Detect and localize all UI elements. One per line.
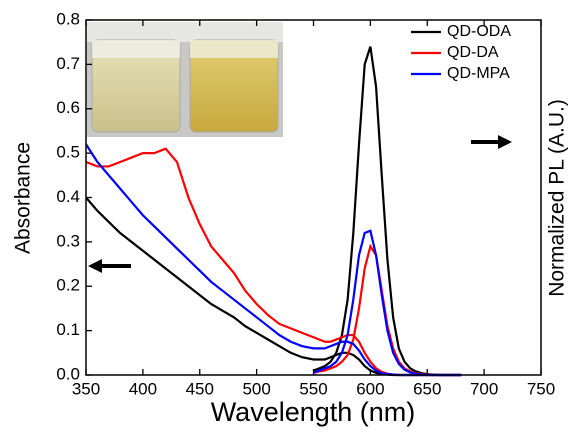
x-tick-label: 500 bbox=[242, 379, 270, 398]
legend-label: QD-DA bbox=[447, 44, 499, 61]
y2-axis-label: Normalized PL (A.U.) bbox=[546, 99, 569, 297]
y-axis-label: Absorbance bbox=[12, 142, 35, 254]
legend-label: QD-MPA bbox=[447, 65, 510, 82]
y-tick-label: 0.2 bbox=[56, 276, 80, 295]
y-tick-label: 0.5 bbox=[56, 143, 80, 162]
arrow-left bbox=[88, 259, 131, 273]
legend-label: QD-ODA bbox=[447, 23, 511, 40]
y-tick-label: 0.8 bbox=[56, 9, 80, 28]
absorbance-line bbox=[85, 147, 462, 377]
x-tick-label: 350 bbox=[72, 379, 100, 398]
arrow-right bbox=[471, 135, 512, 149]
x-tick-label: 400 bbox=[129, 379, 157, 398]
plot-frame bbox=[85, 19, 542, 376]
x-tick-label: 550 bbox=[299, 379, 327, 398]
x-tick-label: 700 bbox=[470, 379, 498, 398]
y-tick-label: 0.7 bbox=[56, 54, 80, 73]
x-tick-label: 750 bbox=[527, 379, 555, 398]
y-tick-label: 0.1 bbox=[56, 320, 80, 339]
x-tick-label: 650 bbox=[413, 379, 441, 398]
y-tick-label: 0.3 bbox=[56, 231, 80, 250]
y-tick-label: 0.6 bbox=[56, 98, 80, 117]
x-axis-label: Wavelength (nm) bbox=[211, 397, 416, 427]
x-tick-label: 600 bbox=[356, 379, 384, 398]
y-tick-label: 0.0 bbox=[56, 364, 80, 383]
inset-photo bbox=[87, 22, 283, 137]
absorbance-line bbox=[85, 143, 462, 377]
absorbance-line bbox=[85, 196, 462, 377]
y-tick-label: 0.4 bbox=[56, 187, 80, 206]
x-tick-label: 450 bbox=[186, 379, 214, 398]
